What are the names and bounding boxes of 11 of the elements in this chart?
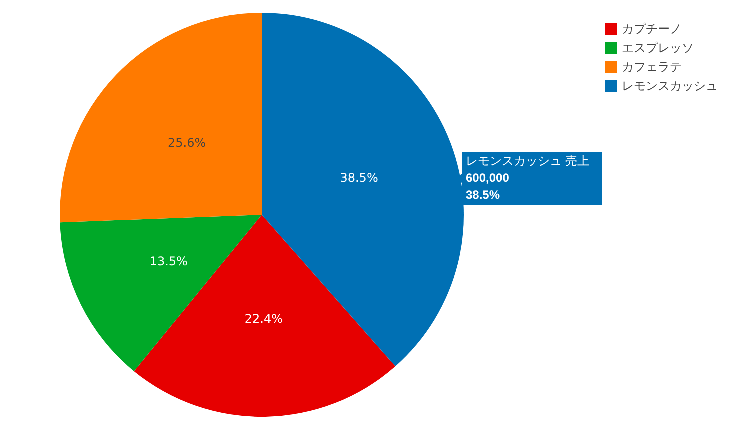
text: 38.5% [466, 188, 500, 202]
data-label: 25.6% [168, 136, 206, 150]
data-label: 22.4% [244, 312, 284, 326]
text: レモンスカッシュ 売上 [466, 154, 590, 168]
data-label: 13.5% [150, 254, 188, 268]
legend-label: カフェラテ [622, 60, 682, 74]
legend-label: カプチーノ [622, 22, 682, 36]
legend-label: エスプレッソ [622, 41, 694, 55]
text: 600,000 [466, 171, 510, 185]
legend-label: レモンスカッシュ [622, 79, 718, 93]
data-label: 38.5% [340, 171, 378, 186]
